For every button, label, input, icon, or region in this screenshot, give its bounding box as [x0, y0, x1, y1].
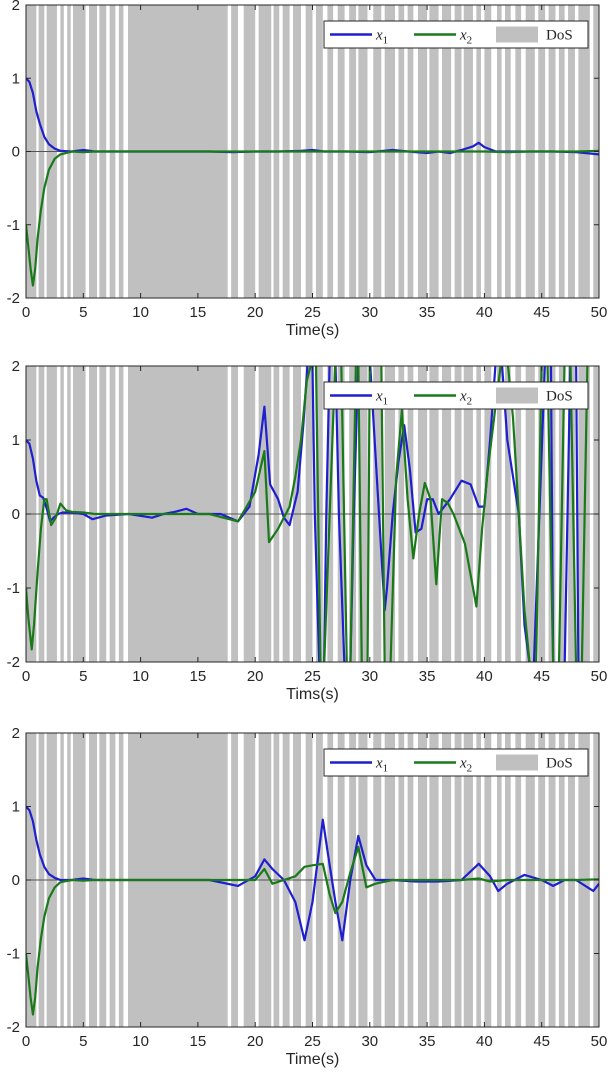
x-tick-label: 40	[476, 1033, 493, 1050]
x-tick-label: 25	[304, 668, 321, 685]
x-tick-label: 30	[361, 668, 378, 685]
x-tick-label: 5	[79, 668, 87, 685]
x-tick-label: 45	[533, 1033, 550, 1050]
y-tick-label: -2	[7, 654, 20, 671]
series-line-x2	[26, 149, 599, 287]
x-tick-label: 0	[22, 304, 30, 321]
series-line-x2	[26, 845, 599, 1016]
x-tick-label: 40	[476, 668, 493, 685]
legend-swatch-dos	[496, 387, 538, 404]
y-tick-label: 1	[12, 432, 20, 449]
series-line-x1	[26, 366, 580, 662]
legend-label-dos: DoS	[546, 756, 573, 772]
x-axis-title: Time(s)	[286, 1051, 340, 1068]
y-tick-label: -1	[7, 217, 20, 234]
x-tick-label: 20	[247, 1033, 264, 1050]
x-tick-label: 45	[533, 304, 550, 321]
x-tick-label: 25	[304, 1033, 321, 1050]
x-tick-label: 20	[247, 668, 264, 685]
legend-label-dos: DoS	[546, 28, 573, 44]
x-axis-title: Time(s)	[286, 322, 340, 339]
x-tick-label: 5	[79, 304, 87, 321]
legend: x1 x2 DoS	[323, 20, 589, 49]
x-tick-label: 45	[533, 668, 550, 685]
x-tick-label: 0	[22, 668, 30, 685]
y-tick-label: -1	[7, 580, 20, 597]
series-line-x2	[26, 366, 589, 662]
x-tick-label: 10	[132, 668, 149, 685]
y-tick-label: 1	[12, 70, 20, 87]
y-tick-label: 1	[12, 799, 20, 816]
x-tick-label: 0	[22, 1033, 30, 1050]
y-tick-label: 2	[12, 725, 20, 742]
y-tick-label: -2	[7, 1019, 20, 1036]
x-tick-label: 10	[132, 304, 149, 321]
x-tick-label: 40	[476, 304, 493, 321]
panel-middle: 0 5 10 15 20 25 30 35 40 45 50 -2 -1 0 1 2 Tims(s) x1 x2 Do…	[7, 358, 608, 703]
y-tick-label: -1	[7, 946, 20, 963]
y-tick-label: 0	[12, 144, 20, 161]
x-tick-label: 50	[591, 1033, 608, 1050]
y-tick-label: 2	[12, 358, 20, 375]
x-tick-label: 20	[247, 304, 264, 321]
legend-swatch-dos	[496, 754, 538, 771]
y-tick-label: 0	[12, 872, 20, 889]
series-line-x1	[26, 805, 599, 942]
x-tick-label: 50	[591, 304, 608, 321]
x-tick-label: 10	[132, 1033, 149, 1050]
legend: x1 x2 DoS	[323, 748, 589, 777]
x-tick-label: 50	[591, 668, 608, 685]
panel-bottom: 0 5 10 15 20 25 30 35 40 45 50 -2 -1 0 1 2 Time(s) x1 x2 Do…	[7, 725, 608, 1068]
x-axis-title: Tims(s)	[286, 686, 339, 703]
legend-label-dos: DoS	[546, 389, 573, 405]
y-tick-label: 0	[12, 506, 20, 523]
panel-top: 0 5 10 15 20 25 30 35 40 45 50 -2 -1 0 1 2 Time(s) x1 x2 Do…	[7, 0, 608, 339]
x-tick-label: 15	[190, 668, 207, 685]
x-tick-label: 5	[79, 1033, 87, 1050]
x-tick-label: 25	[304, 304, 321, 321]
legend-swatch-dos	[496, 26, 538, 43]
x-tick-label: 30	[361, 304, 378, 321]
y-tick-label: 2	[12, 0, 20, 14]
x-tick-label: 15	[190, 1033, 207, 1050]
x-tick-label: 35	[419, 668, 436, 685]
x-tick-label: 30	[361, 1033, 378, 1050]
x-tick-label: 15	[190, 304, 207, 321]
y-tick-label: -2	[7, 290, 20, 307]
x-tick-label: 35	[419, 1033, 436, 1050]
legend: x1 x2 DoS	[323, 381, 589, 410]
x-tick-label: 35	[419, 304, 436, 321]
